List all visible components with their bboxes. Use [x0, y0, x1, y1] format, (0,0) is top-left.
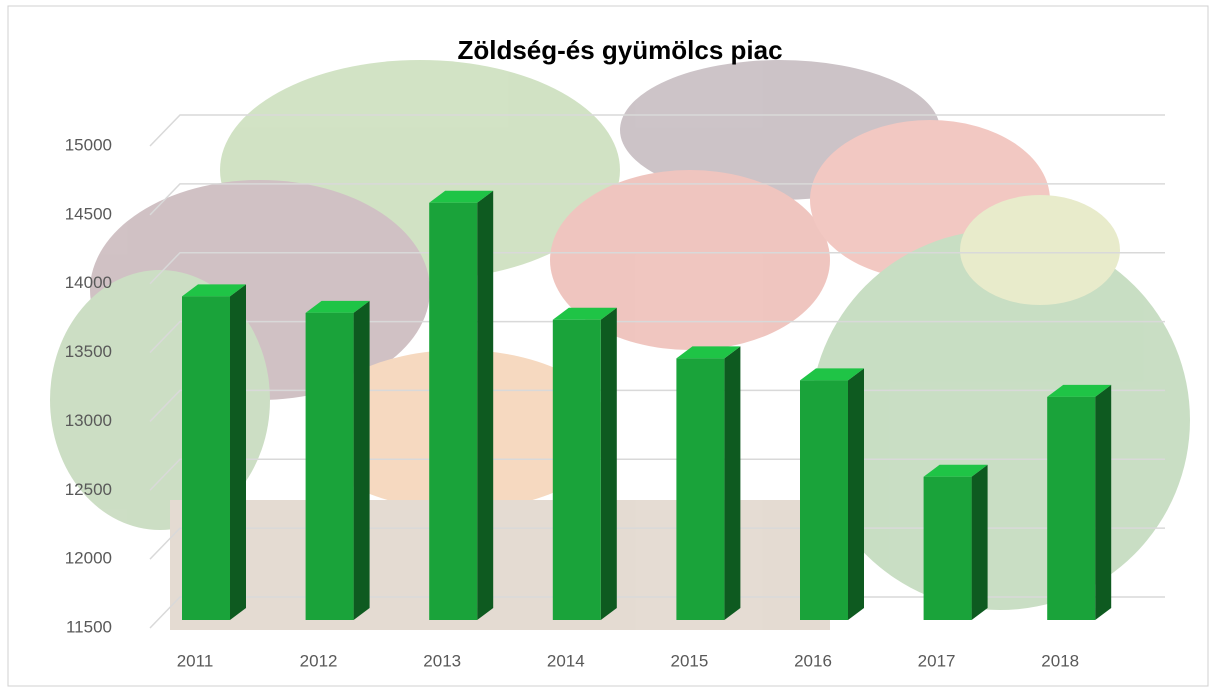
bar	[429, 191, 493, 620]
bar-front	[800, 380, 848, 620]
bar-front	[924, 477, 972, 620]
x-tick-label: 2012	[300, 651, 338, 670]
bar-front	[429, 203, 477, 620]
bar	[676, 346, 740, 620]
x-tick-label: 2015	[670, 651, 708, 670]
x-tick-label: 2011	[177, 651, 214, 670]
bar-front	[1047, 397, 1095, 620]
bar-front	[306, 313, 354, 620]
y-tick-label: 14500	[65, 204, 112, 223]
bar	[924, 465, 988, 620]
bar	[1047, 385, 1111, 620]
bar	[182, 284, 246, 620]
bar-front	[182, 296, 230, 620]
y-tick-label: 13000	[65, 411, 112, 430]
y-tick-label: 12500	[65, 480, 112, 499]
y-tick-label: 13500	[65, 342, 112, 361]
bar-front	[676, 358, 724, 620]
x-tick-label: 2016	[794, 651, 832, 670]
x-tick-label: 2014	[547, 651, 585, 670]
y-tick-label: 12000	[65, 549, 112, 568]
chart: Zöldség-és gyümölcs piac 11500 12000 12500…	[0, 0, 1217, 693]
bar-side	[724, 346, 740, 620]
x-tick-label: 2018	[1041, 651, 1079, 670]
bar-front	[553, 320, 601, 620]
chart-title: Zöldség-és gyümölcs piac	[457, 35, 782, 65]
bar-side	[477, 191, 493, 620]
bar-side	[972, 465, 988, 620]
bar	[306, 301, 370, 620]
x-tick-label: 2017	[918, 651, 956, 670]
bar-side	[848, 368, 864, 620]
bar	[553, 308, 617, 620]
bar-side	[354, 301, 370, 620]
x-tick-label: 2013	[423, 651, 461, 670]
bar-side	[601, 308, 617, 620]
y-tick-label: 11500	[66, 617, 112, 636]
y-tick-label: 15000	[65, 135, 112, 154]
y-tick-label: 14000	[65, 273, 112, 292]
bar	[800, 368, 864, 620]
bar-side	[230, 284, 246, 620]
bar-side	[1095, 385, 1111, 620]
